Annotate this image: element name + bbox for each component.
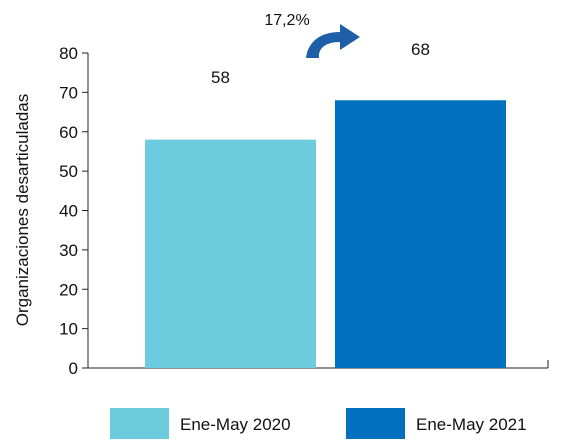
- y-tick-label: 80: [59, 44, 78, 63]
- y-tick-label: 60: [59, 123, 78, 142]
- change-annotation: 17,2%: [264, 12, 360, 58]
- y-tick-label: 10: [59, 320, 78, 339]
- legend-swatch-2: [346, 408, 405, 439]
- data-label-2: 68: [411, 40, 430, 59]
- change-label: 17,2%: [264, 12, 309, 29]
- legend-label-1: Ene-May 2020: [180, 415, 291, 434]
- y-tick-label: 0: [69, 359, 78, 378]
- data-labels: 58 68: [211, 40, 430, 87]
- bar-1: [145, 139, 316, 368]
- y-tick-label: 30: [59, 241, 78, 260]
- y-tick-label: 20: [59, 280, 78, 299]
- bar-2: [335, 100, 506, 368]
- curved-arrow-icon: [306, 24, 360, 58]
- bars: [145, 100, 506, 368]
- y-tick-label: 70: [59, 83, 78, 102]
- legend-label-2: Ene-May 2021: [416, 415, 527, 434]
- legend: Ene-May 2020 Ene-May 2021: [110, 408, 527, 439]
- data-label-1: 58: [211, 68, 230, 87]
- y-axis-title: Organizaciones desarticuladas: [13, 94, 32, 326]
- y-tick-label: 40: [59, 202, 78, 221]
- y-tick-label: 50: [59, 162, 78, 181]
- legend-swatch-1: [110, 408, 169, 439]
- y-axis-ticks: 0 10 20 30 40 50 60 70 80: [59, 44, 88, 378]
